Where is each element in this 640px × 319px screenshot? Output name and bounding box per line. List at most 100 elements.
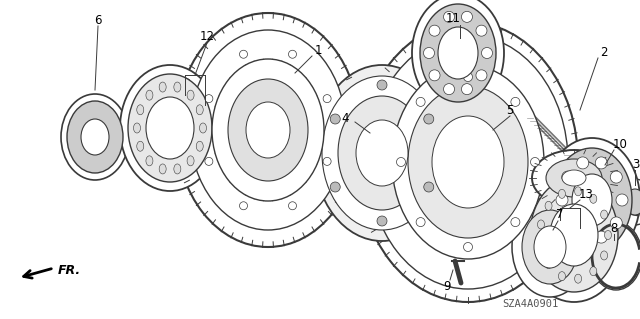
Ellipse shape <box>146 156 153 166</box>
Ellipse shape <box>572 174 612 226</box>
Text: 10: 10 <box>612 138 627 152</box>
Circle shape <box>461 84 472 95</box>
Text: 2: 2 <box>600 46 608 58</box>
Ellipse shape <box>368 35 568 289</box>
Ellipse shape <box>159 164 166 174</box>
Ellipse shape <box>228 79 308 181</box>
Ellipse shape <box>546 159 602 197</box>
Ellipse shape <box>196 141 204 151</box>
Ellipse shape <box>137 141 144 151</box>
Ellipse shape <box>174 164 181 174</box>
Circle shape <box>463 242 472 251</box>
Ellipse shape <box>128 74 212 182</box>
Ellipse shape <box>522 210 578 284</box>
Circle shape <box>239 50 248 58</box>
Ellipse shape <box>530 178 618 292</box>
Circle shape <box>595 231 607 243</box>
Ellipse shape <box>562 170 586 186</box>
Circle shape <box>463 72 472 81</box>
Circle shape <box>577 231 589 243</box>
Circle shape <box>511 218 520 226</box>
Circle shape <box>424 182 434 192</box>
Text: 13: 13 <box>579 189 593 202</box>
Ellipse shape <box>522 168 626 302</box>
Circle shape <box>577 157 589 169</box>
Circle shape <box>429 25 440 36</box>
Ellipse shape <box>544 138 640 262</box>
Ellipse shape <box>174 82 181 92</box>
Ellipse shape <box>438 27 478 79</box>
Ellipse shape <box>575 274 582 283</box>
Circle shape <box>330 182 340 192</box>
Ellipse shape <box>538 220 545 229</box>
Circle shape <box>481 48 493 58</box>
Ellipse shape <box>532 150 616 206</box>
Circle shape <box>556 194 568 206</box>
Ellipse shape <box>545 260 552 269</box>
Ellipse shape <box>432 116 504 208</box>
Ellipse shape <box>137 105 144 115</box>
Ellipse shape <box>146 97 194 159</box>
Circle shape <box>562 217 573 229</box>
Circle shape <box>377 216 387 226</box>
Ellipse shape <box>590 222 640 290</box>
Ellipse shape <box>314 65 450 241</box>
Ellipse shape <box>590 194 597 203</box>
Ellipse shape <box>534 226 566 268</box>
Text: 4: 4 <box>341 112 349 124</box>
Circle shape <box>476 25 487 36</box>
Circle shape <box>397 158 406 167</box>
Text: 3: 3 <box>632 159 640 172</box>
Ellipse shape <box>605 231 611 240</box>
Text: 9: 9 <box>444 279 451 293</box>
Ellipse shape <box>559 189 566 198</box>
Circle shape <box>289 202 296 210</box>
Ellipse shape <box>625 189 640 215</box>
Ellipse shape <box>196 105 204 115</box>
Text: 6: 6 <box>94 13 102 26</box>
Ellipse shape <box>420 4 496 102</box>
Circle shape <box>205 157 213 165</box>
Circle shape <box>595 157 607 169</box>
Circle shape <box>444 11 454 22</box>
Circle shape <box>444 84 454 95</box>
Ellipse shape <box>120 65 220 191</box>
Ellipse shape <box>134 123 141 133</box>
Ellipse shape <box>159 82 166 92</box>
Text: 1: 1 <box>314 43 322 56</box>
Text: SZA4A0901: SZA4A0901 <box>502 299 558 309</box>
Ellipse shape <box>61 94 129 180</box>
Ellipse shape <box>212 59 324 201</box>
Circle shape <box>476 70 487 81</box>
Ellipse shape <box>538 241 545 250</box>
Circle shape <box>330 114 340 124</box>
Ellipse shape <box>408 86 528 238</box>
Circle shape <box>416 97 425 107</box>
Ellipse shape <box>600 251 607 260</box>
Circle shape <box>424 114 434 124</box>
Ellipse shape <box>600 210 607 219</box>
Text: 11: 11 <box>445 11 461 25</box>
Circle shape <box>205 95 213 103</box>
Ellipse shape <box>559 272 566 281</box>
Ellipse shape <box>146 90 153 100</box>
Ellipse shape <box>512 197 588 297</box>
Ellipse shape <box>176 13 360 247</box>
Circle shape <box>416 218 425 226</box>
Ellipse shape <box>552 148 632 252</box>
Text: 8: 8 <box>611 221 618 234</box>
Circle shape <box>424 48 435 58</box>
Circle shape <box>616 194 628 206</box>
Ellipse shape <box>67 101 123 173</box>
Circle shape <box>323 95 331 103</box>
Ellipse shape <box>550 204 598 266</box>
Ellipse shape <box>412 0 504 112</box>
Circle shape <box>531 158 540 167</box>
Circle shape <box>461 11 472 22</box>
Circle shape <box>429 70 440 81</box>
Ellipse shape <box>575 187 582 196</box>
Circle shape <box>611 171 622 183</box>
Ellipse shape <box>590 267 597 276</box>
Ellipse shape <box>358 22 578 302</box>
Text: 7: 7 <box>556 209 564 221</box>
